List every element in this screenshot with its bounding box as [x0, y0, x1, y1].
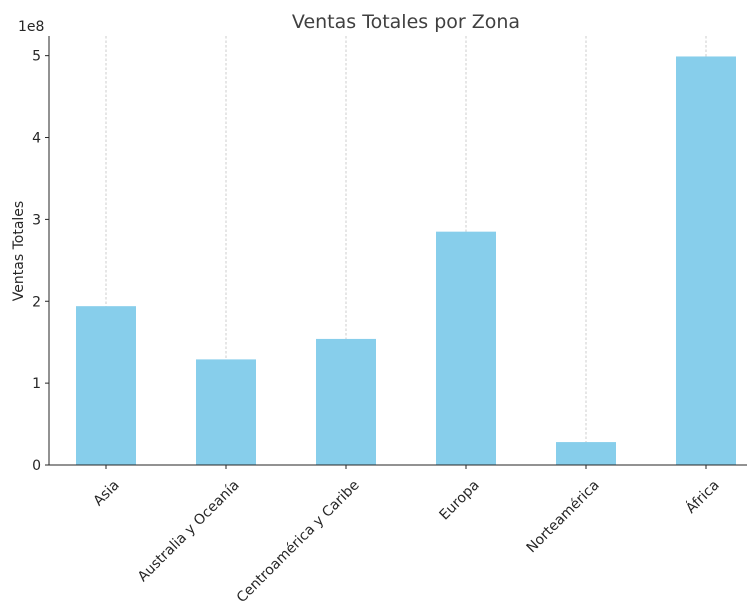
y-tick-label: 0 — [32, 458, 41, 474]
y-tick-label: 3 — [32, 212, 41, 228]
axes — [48, 36, 747, 466]
bar-3 — [436, 231, 496, 465]
y-ticks: 0 1 2 3 4 5 — [32, 49, 49, 474]
x-tick-label: Australia y Oceanía — [135, 477, 243, 585]
y-tick-label: 1 — [32, 376, 41, 392]
x-tick-label: África — [682, 477, 722, 517]
y-tick-label: 5 — [32, 49, 41, 65]
x-tick-label: Europa — [437, 477, 483, 523]
y-tick-label: 2 — [32, 294, 41, 310]
y-axis-offset-label: 1e8 — [18, 19, 44, 35]
chart-title: Ventas Totales por Zona — [292, 11, 520, 33]
bar-1 — [196, 359, 256, 465]
x-tick-label: Asia — [91, 477, 123, 509]
x-tick-label: Centroamérica y Caribe — [234, 477, 363, 606]
bar-5 — [676, 56, 736, 465]
bar-0 — [76, 306, 136, 465]
bars — [76, 56, 736, 465]
x-tick-label: Norteamérica — [524, 477, 603, 556]
bar-2 — [316, 338, 376, 465]
bar-4 — [556, 442, 616, 465]
y-axis-label: Ventas Totales — [11, 201, 27, 301]
y-tick-label: 4 — [32, 131, 41, 147]
